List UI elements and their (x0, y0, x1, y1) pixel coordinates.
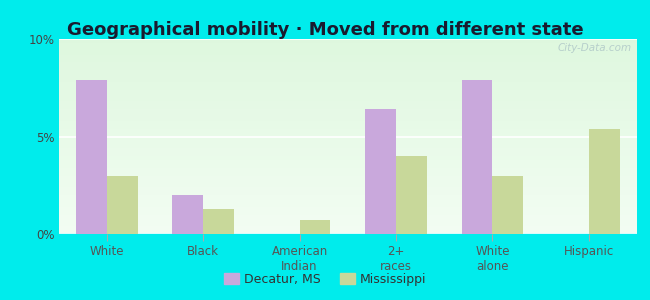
Bar (58, 90, 650, 94)
Bar (300, 220, 330, 234)
Bar (58, 172, 650, 176)
Bar (58, 70, 650, 74)
Bar (58, 156, 650, 160)
Bar (493, 176, 523, 234)
Bar (58, 136, 650, 140)
Bar (58, 98, 650, 101)
Bar (58, 152, 650, 156)
Bar (58, 82, 650, 86)
Text: City-Data.com: City-Data.com (557, 43, 631, 53)
Bar (58, 55, 650, 59)
Bar (58, 222, 650, 226)
Bar (58, 179, 650, 183)
Bar (58, 66, 650, 70)
Bar (203, 209, 234, 234)
Bar (589, 129, 619, 234)
Bar (58, 121, 650, 125)
Bar (58, 148, 650, 152)
Bar (58, 47, 650, 51)
Bar (58, 144, 650, 148)
Bar (58, 51, 650, 55)
Bar (58, 191, 650, 195)
Bar (58, 211, 650, 214)
Bar (58, 62, 650, 66)
Bar (58, 140, 650, 144)
Bar (58, 195, 650, 199)
Bar (58, 218, 650, 222)
Bar (58, 203, 650, 207)
Bar (58, 160, 650, 164)
Bar (58, 207, 650, 211)
Bar (58, 74, 650, 78)
Bar (58, 101, 650, 105)
Bar (58, 176, 650, 179)
Bar (396, 156, 427, 234)
Bar (58, 230, 650, 234)
Bar (58, 94, 650, 98)
Bar (58, 109, 650, 113)
Bar (58, 226, 650, 230)
Text: Geographical mobility · Moved from different state: Geographical mobility · Moved from diffe… (67, 21, 583, 39)
Bar (58, 43, 650, 47)
Bar (365, 109, 396, 234)
Bar (58, 168, 650, 172)
Bar (58, 78, 650, 82)
Bar (58, 183, 650, 187)
Bar (58, 164, 650, 168)
Bar (58, 117, 650, 121)
Bar (58, 214, 650, 218)
Bar (462, 80, 492, 234)
Bar (76, 80, 107, 234)
Bar (172, 195, 203, 234)
Bar (58, 105, 650, 109)
Bar (58, 199, 650, 203)
Bar (58, 39, 650, 43)
Bar (58, 129, 650, 133)
Legend: Decatur, MS, Mississippi: Decatur, MS, Mississippi (219, 268, 431, 291)
Bar (58, 125, 650, 129)
Bar (107, 176, 138, 234)
Bar (58, 113, 650, 117)
Bar (58, 133, 650, 136)
Bar (58, 86, 650, 90)
Bar (58, 187, 650, 191)
Bar (58, 58, 650, 62)
